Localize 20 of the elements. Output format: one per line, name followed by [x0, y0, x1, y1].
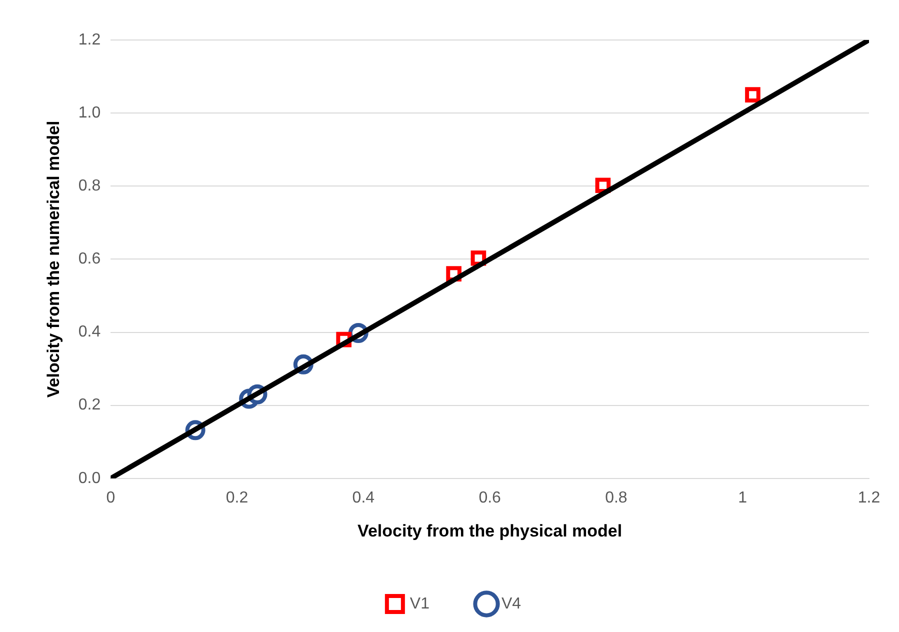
- x-tick-label: 0.4: [352, 489, 375, 506]
- x-tick-label: 1.2: [858, 489, 880, 506]
- y-tick-label: 0.6: [78, 250, 101, 268]
- point: [745, 87, 760, 102]
- x-tick-label: 1: [738, 489, 748, 506]
- x-tick-label: 0.6: [478, 489, 502, 506]
- y-tick-label: 0.2: [78, 396, 101, 414]
- point: [595, 178, 611, 194]
- x-tick-label: 0.8: [605, 489, 628, 506]
- legend-label: V4: [502, 595, 522, 612]
- y-tick-label: 0.8: [78, 178, 101, 195]
- legend-label: V1: [410, 595, 430, 612]
- y-tick-label: 0.4: [78, 324, 101, 341]
- x-tick-label: 0: [106, 489, 116, 506]
- y-tick-label: 1.0: [78, 104, 101, 122]
- x-tick-label: 0.2: [226, 489, 248, 506]
- x-axis-title: Velocity from the physical model: [358, 521, 622, 540]
- y-tick-label: 0.0: [78, 470, 101, 487]
- y-tick-label: 1.2: [78, 31, 101, 48]
- y-axis-title: Velocity from the numerical model: [44, 120, 63, 398]
